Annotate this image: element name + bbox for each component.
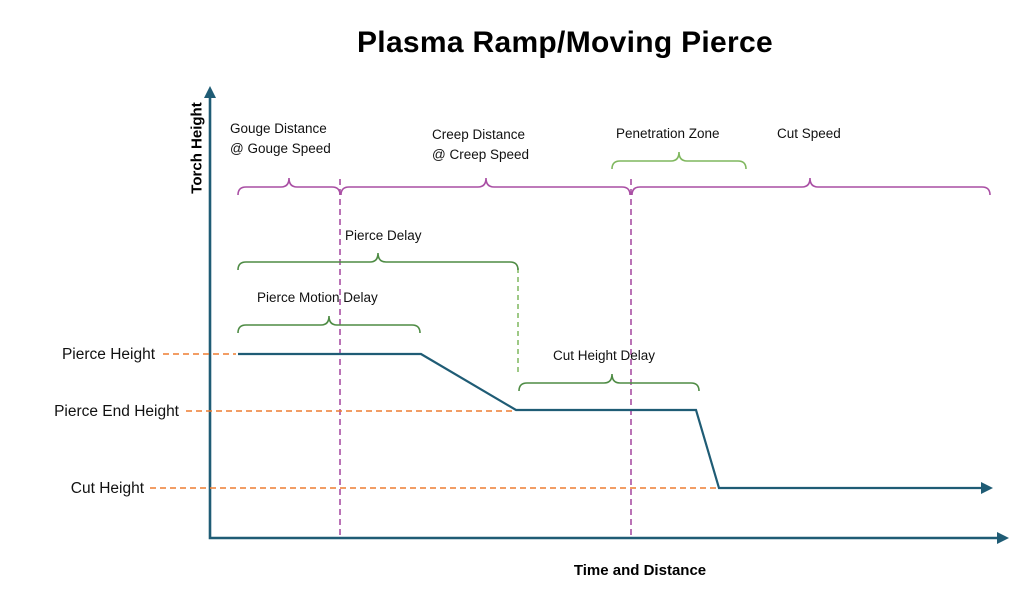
cut-height-label: Cut Height	[70, 480, 144, 497]
pierce-height-label: Pierce Height	[61, 346, 155, 363]
y-axis-arrowhead	[204, 86, 216, 98]
pierce-delay-brace	[237, 252, 519, 271]
cut-height-delay-brace	[518, 373, 700, 392]
x-axis-label: Time and Distance	[573, 562, 707, 579]
penetration-zone-label: Penetration Zone	[616, 126, 720, 141]
pierce-motion-delay-label: Pierce Motion Delay	[257, 290, 378, 305]
diagram-title: Plasma Ramp/Moving Pierce	[357, 26, 773, 59]
pierce-delay-label: Pierce Delay	[345, 228, 422, 243]
cut-speed-brace	[631, 177, 991, 196]
cut-speed-label: Cut Speed	[777, 126, 841, 141]
torch-profile-arrowhead	[981, 482, 993, 494]
gouge-distance-brace	[237, 177, 341, 196]
axes	[208, 96, 999, 540]
torch-profile-line	[238, 352, 981, 490]
x-axis-arrowhead	[997, 532, 1009, 544]
pierce-motion-delay-brace	[237, 315, 421, 334]
cut-height-delay-label: Cut Height Delay	[553, 348, 656, 363]
y-axis-label: Torch Height	[188, 102, 206, 194]
creep-distance-brace	[340, 177, 631, 196]
gouge-distance-label-line1: Gouge Distance	[230, 121, 327, 136]
pierce-end-height-label: Pierce End Height	[54, 403, 179, 420]
creep-distance-label-line2: @ Creep Speed	[432, 147, 530, 162]
gouge-distance-label-line2: @ Gouge Speed	[230, 141, 331, 156]
creep-distance-label-line1: Creep Distance	[432, 127, 526, 142]
penetration-zone-brace	[611, 151, 747, 170]
